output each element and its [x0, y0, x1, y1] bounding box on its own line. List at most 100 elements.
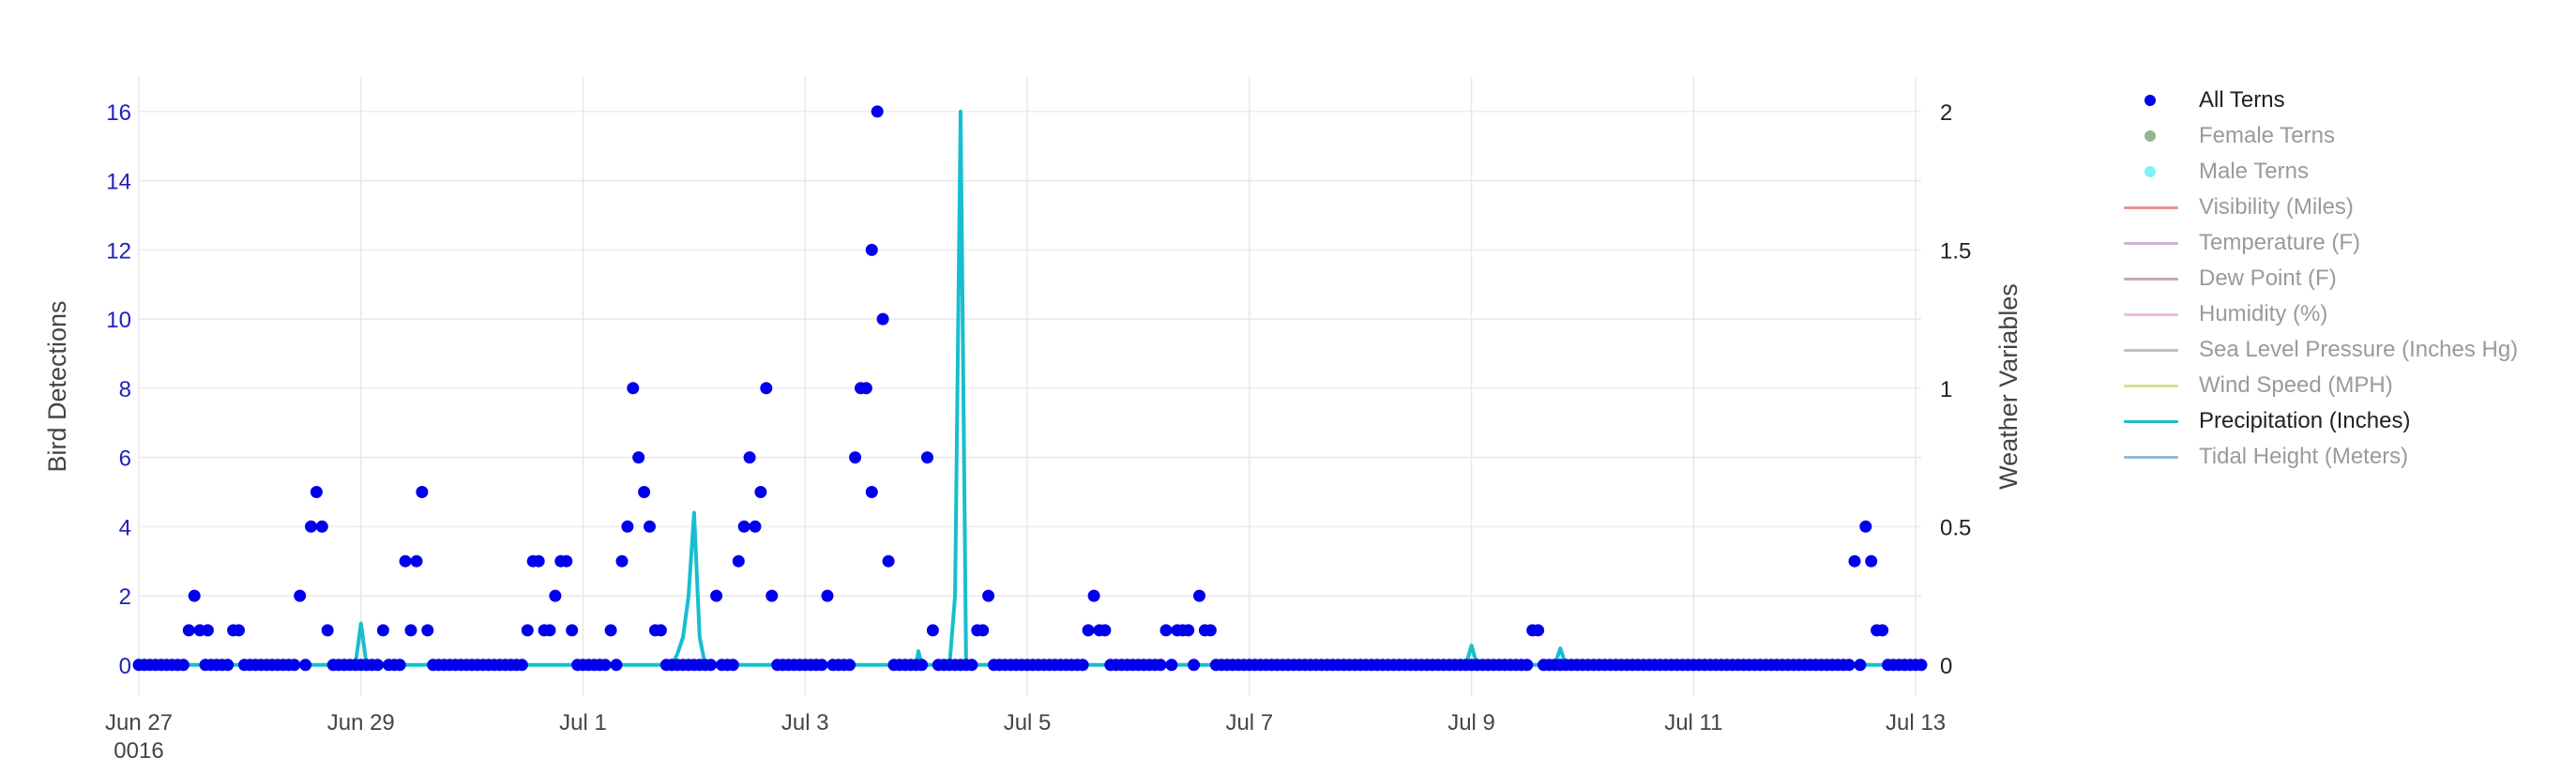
data-point-all-terns: [315, 520, 328, 533]
y-left-tick-label: 4: [119, 515, 131, 540]
legend-line-icon: [2124, 313, 2178, 316]
legend-swatch: [2120, 332, 2180, 368]
data-point-all-terns: [610, 659, 623, 672]
data-point-all-terns: [1848, 554, 1861, 568]
data-point-all-terns: [421, 624, 434, 637]
x-tick-label: Jul 7: [1225, 710, 1273, 735]
legend-marker-icon: [2144, 166, 2156, 177]
legend-line-icon: [2124, 242, 2178, 245]
legend-item-dew-point-f[interactable]: Dew Point (F): [2120, 261, 2570, 296]
x-tick-label: Jul 9: [1447, 710, 1495, 735]
legend-item-male-terns[interactable]: Male Terns: [2120, 154, 2570, 189]
data-point-all-terns: [515, 659, 528, 672]
data-point-all-terns: [1193, 589, 1205, 602]
legend-swatch: [2120, 189, 2180, 225]
legend-item-all-terns[interactable]: All Terns: [2120, 83, 2570, 118]
data-point-all-terns: [644, 520, 656, 533]
data-point-all-terns: [1165, 659, 1178, 672]
x-tick-label: Jul 13: [1886, 710, 1946, 735]
data-point-all-terns: [201, 624, 214, 637]
legend-swatch: [2120, 83, 2180, 118]
x-tick-label: Jul 5: [1004, 710, 1052, 735]
data-point-all-terns: [705, 659, 718, 672]
data-point-all-terns: [566, 624, 579, 637]
data-point-all-terns: [1076, 659, 1089, 672]
data-point-all-terns: [299, 659, 312, 672]
data-point-all-terns: [294, 589, 307, 602]
y-left-tick-label: 14: [106, 170, 131, 195]
data-point-all-terns: [288, 659, 301, 672]
data-point-all-terns: [882, 554, 895, 568]
data-point-all-terns: [760, 382, 773, 395]
data-point-all-terns: [176, 659, 189, 672]
legend-item-temperature-f[interactable]: Temperature (F): [2120, 225, 2570, 261]
legend-item-tidal-height-meters[interactable]: Tidal Height (Meters): [2120, 439, 2570, 475]
data-point-all-terns: [743, 451, 756, 464]
legend-line-icon: [2124, 206, 2178, 209]
data-point-all-terns: [654, 624, 667, 637]
data-point-all-terns: [410, 554, 423, 568]
data-point-all-terns: [599, 659, 612, 672]
y-left-tick-label: 16: [106, 100, 131, 126]
legend-label: Temperature (F): [2199, 230, 2361, 255]
data-point-all-terns: [404, 624, 417, 637]
legend-marker-icon: [2144, 95, 2156, 106]
y-axis-left-title: Bird Detections: [43, 300, 71, 472]
data-point-all-terns: [305, 520, 317, 533]
y-axis-right-title: Weather Variables: [1994, 283, 2023, 490]
legend-item-visibility-miles[interactable]: Visibility (Miles): [2120, 189, 2570, 225]
data-point-all-terns: [876, 312, 889, 326]
data-point-all-terns: [710, 589, 723, 602]
data-point-all-terns: [726, 659, 739, 672]
grid-lines: [138, 77, 1921, 696]
legend-item-female-terns[interactable]: Female Terns: [2120, 118, 2570, 154]
data-point-all-terns: [965, 659, 978, 672]
legend-line-icon: [2124, 456, 2178, 459]
data-point-all-terns: [821, 589, 834, 602]
legend-item-wind-speed-mph[interactable]: Wind Speed (MPH): [2120, 368, 2570, 403]
legend: All Terns Female Terns Male Terns Visibilit…: [2120, 83, 2570, 475]
data-point-all-terns: [982, 589, 995, 602]
x-tick-label: Jun 29: [327, 710, 395, 735]
data-point-all-terns: [638, 486, 651, 498]
data-point-all-terns: [1082, 624, 1095, 637]
data-point-all-terns: [815, 659, 828, 672]
legend-marker-icon: [2144, 130, 2156, 142]
data-point-all-terns: [859, 382, 872, 395]
y-left-tick-label: 10: [106, 308, 131, 333]
data-point-all-terns: [865, 243, 878, 256]
x-tick-label: Jun 27: [105, 710, 173, 735]
data-point-all-terns: [549, 589, 562, 602]
data-point-all-terns: [310, 486, 323, 498]
legend-line-icon: [2124, 278, 2178, 280]
data-point-all-terns: [393, 659, 406, 672]
data-point-all-terns: [182, 624, 195, 637]
data-point-all-terns: [233, 624, 245, 637]
all-terns-series: [132, 105, 1928, 672]
data-point-all-terns: [632, 451, 645, 464]
data-point-all-terns: [1842, 659, 1856, 672]
data-point-all-terns: [560, 554, 573, 568]
data-point-all-terns: [749, 520, 762, 533]
legend-item-humidity[interactable]: Humidity (%): [2120, 296, 2570, 332]
legend-item-precipitation-inches[interactable]: Precipitation (Inches): [2120, 403, 2570, 439]
data-point-all-terns: [604, 624, 617, 637]
y-right-tick-label: 2: [1940, 100, 1952, 126]
legend-label: Female Terns: [2199, 123, 2335, 148]
legend-item-sea-level-pressure-inches-hg[interactable]: Sea Level Pressure (Inches Hg): [2120, 332, 2570, 368]
y-left-tick-label: 6: [119, 447, 131, 472]
data-point-all-terns: [543, 624, 556, 637]
data-point-all-terns: [1859, 520, 1872, 533]
legend-label: Precipitation (Inches): [2199, 408, 2411, 433]
data-point-all-terns: [865, 486, 878, 498]
y-right-tick-label: 1: [1940, 377, 1952, 402]
x-year-label: 0016: [114, 738, 163, 764]
data-point-all-terns: [1915, 659, 1928, 672]
data-point-all-terns: [615, 554, 629, 568]
legend-label: All Terns: [2199, 87, 2285, 113]
legend-line-icon: [2124, 349, 2178, 352]
legend-swatch: [2120, 296, 2180, 332]
data-point-all-terns: [754, 486, 767, 498]
data-point-all-terns: [1854, 659, 1867, 672]
